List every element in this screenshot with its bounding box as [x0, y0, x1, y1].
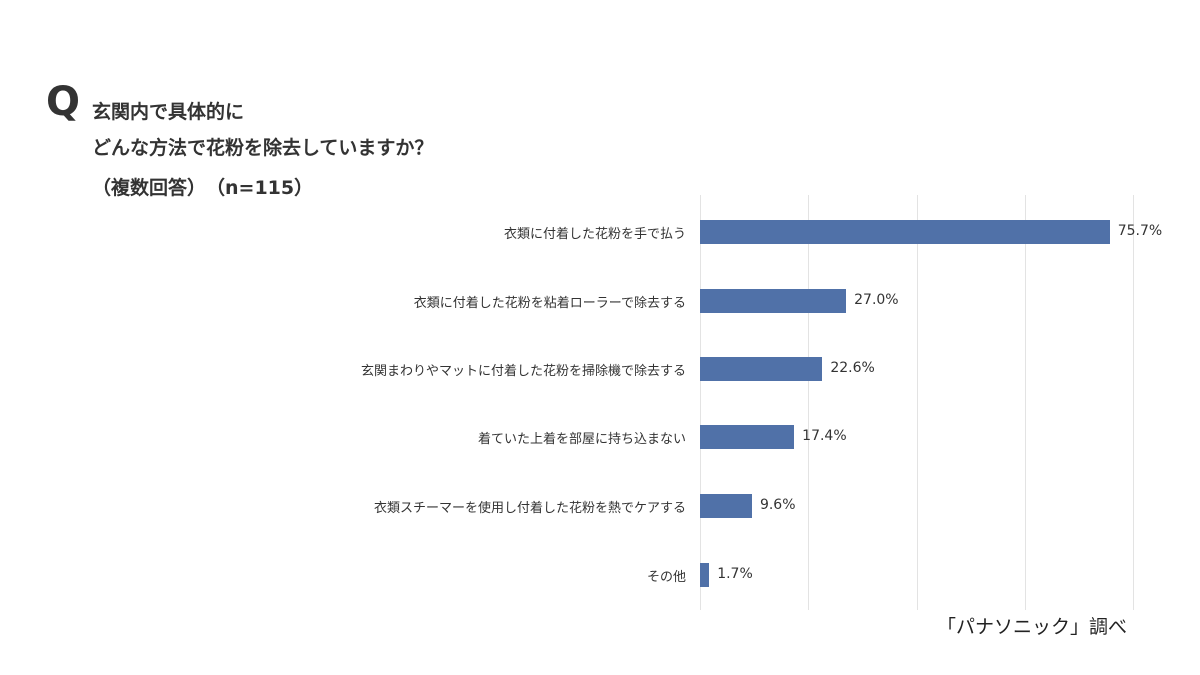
value-label: 22.6%: [830, 360, 875, 376]
gridline: [1133, 195, 1134, 610]
category-label: 衣類スチーマーを使用し付着した花粉を熱でケアする: [373, 501, 686, 516]
bar: [700, 425, 795, 449]
q-mark: Q: [46, 79, 81, 125]
bar: [700, 357, 823, 381]
category-label: 衣類に付着した花粉を粘着ローラーで除去する: [413, 296, 686, 311]
value-label: 1.7%: [717, 566, 753, 582]
title-line-3: （複数回答） （n=115）: [92, 177, 314, 199]
source-note: 「パナソニック」調べ: [937, 616, 1128, 638]
title-line-1: 玄関内で具体的に: [92, 101, 245, 123]
value-label: 17.4%: [802, 428, 847, 444]
category-label: 衣類に付着した花粉を手で払う: [503, 227, 686, 242]
bar: [700, 220, 1110, 244]
category-label: 着ていた上着を部屋に持ち込まない: [477, 432, 686, 447]
category-label: 玄関まわりやマットに付着した花粉を掃除機で除去する: [360, 364, 686, 379]
gridline: [700, 195, 701, 610]
bar: [700, 494, 752, 518]
bar: [700, 563, 710, 587]
gridline: [808, 195, 809, 610]
bar: [700, 289, 847, 313]
value-label: 9.6%: [759, 497, 796, 513]
title-line-2: どんな方法で花粉を除去していますか？: [92, 137, 434, 159]
gridline: [1025, 195, 1026, 610]
gridline: [917, 195, 918, 610]
category-label: その他: [646, 570, 686, 585]
value-label: 27.0%: [854, 292, 899, 308]
value-label: 75.7%: [1117, 223, 1163, 239]
bar-chart-plot: 75.7% 27.0% 22.6% 17.4% 9.6% 1.7%: [700, 195, 1162, 610]
